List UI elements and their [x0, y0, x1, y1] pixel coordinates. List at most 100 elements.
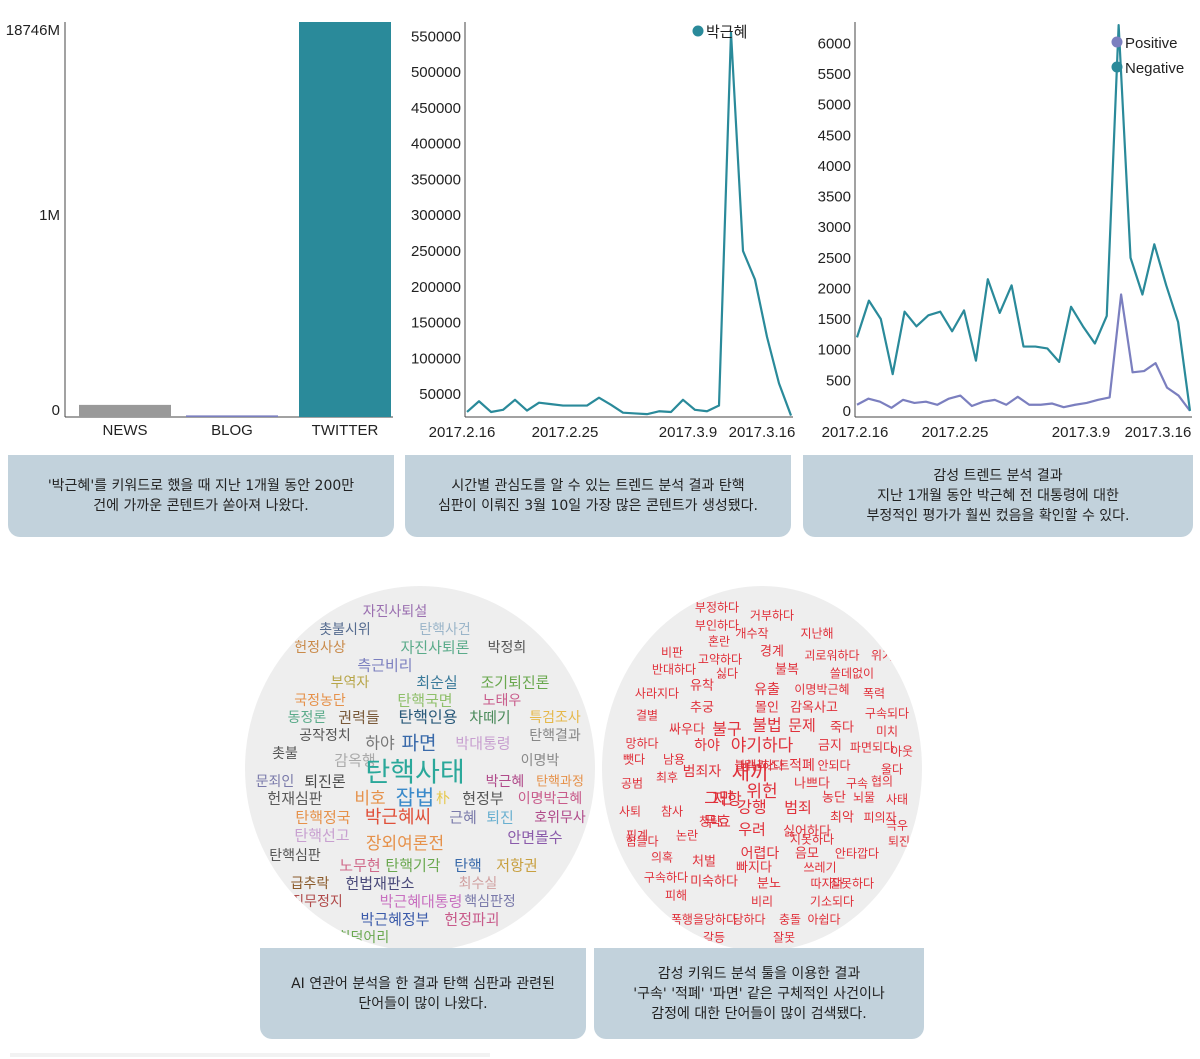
wordcloud-word: 탄핵국면 [397, 692, 452, 710]
wordcloud-word: 금지 [818, 739, 842, 754]
wordcloud-word: 탄핵기각 [385, 857, 440, 875]
wordcloud-word: 朴 [436, 791, 450, 807]
legend-label: 박근혜 [706, 24, 747, 41]
wordcloud-word: 당하다 [732, 913, 765, 927]
wordcloud-word: 분노 [757, 877, 781, 892]
wordcloud-word: 탄핵사태 [365, 758, 464, 789]
caption-text: 감성 키워드 분석 툴을 이용한 결과 '구속' '적폐' '파면' 같은 구체… [633, 965, 885, 1022]
legend-label: Negative [1125, 60, 1184, 77]
y-tick-label: 2000 [818, 280, 851, 297]
wordcloud-word: 피해 [665, 889, 687, 903]
wordcloud-word: 처벌 [692, 855, 716, 870]
wordcloud-word: 헌재심판 [267, 790, 322, 808]
caption-text: 시간별 관심도를 알 수 있는 트렌드 분석 결과 탄핵 심판이 이뤄진 3월 … [438, 478, 758, 514]
wordcloud-word: 적폐 [789, 758, 815, 774]
wordcloud-word: 구속하다 [644, 871, 688, 885]
wordcloud-word: 사태 [886, 793, 908, 807]
wordcloud-word: 공범 [621, 777, 643, 791]
wordcloud-word: 협의 [871, 775, 893, 789]
wordcloud-word: 조기퇴진론 [480, 674, 549, 692]
wordcloud-word: 뇌물 [853, 791, 875, 805]
y-tick-label: 1000 [818, 342, 851, 359]
y-tick-label: 350000 [411, 171, 461, 188]
line-chart-trend: 50000 100000 150000 200000 250000 300000 35000… [400, 0, 795, 445]
y-tick-label: 2500 [818, 250, 851, 267]
x-tick-label: TWITTER [312, 422, 379, 439]
wordcloud-word: 급추락 [291, 876, 330, 892]
y-tick-label: 300000 [411, 207, 461, 224]
wordcloud-word: 잘못하다 [830, 877, 874, 891]
y-tick-label: 550000 [411, 28, 461, 45]
wordcloud-word: 부역자 [331, 675, 370, 691]
x-tick-label: 2017.2.25 [922, 424, 989, 441]
wordcloud-word: 노태우 [483, 693, 522, 709]
x-tick-label: NEWS [103, 422, 148, 439]
caption-trend: 시간별 관심도를 알 수 있는 트렌드 분석 결과 탄핵 심판이 이뤄진 3월 … [405, 455, 791, 537]
wordcloud-word: 헌정파괴 [444, 911, 499, 929]
wordcloud-word: 탄핵사건 [419, 622, 471, 638]
wordcloud-word: 고약하다 [698, 652, 742, 667]
wordcloud-word: 감옥사고 [790, 701, 838, 716]
wordcloud-word: 박대통령 [455, 735, 510, 753]
wordcloud-word: 싫어하다 [783, 825, 831, 840]
wordcloud-word: 극우 [886, 819, 908, 833]
wordcloud-word: 농단 [822, 791, 846, 806]
wordcloud-word: 유출 [754, 682, 780, 698]
wordcloud-word: 탄핵결과 [529, 728, 581, 744]
legend-marker [692, 25, 704, 37]
wordcloud-word: 호위무사 [534, 810, 586, 826]
wordcloud-word: 안되다 [817, 759, 850, 773]
wordcloud-word: 박정희 [488, 640, 527, 656]
bar-news [79, 404, 171, 417]
series-line-negative [855, 23, 1192, 412]
wordcloud-word: 지못하다 [790, 833, 834, 847]
wordcloud-word: 저항 [712, 790, 742, 809]
wordcloud-word: 위기 [871, 649, 893, 663]
y-tick-label: 5500 [818, 66, 851, 83]
wordcloud-word: 핑계 [626, 829, 648, 843]
wordcloud-word: 유착 [690, 679, 714, 694]
wordcloud-word: 비판 [661, 646, 683, 660]
wordcloud-word: 탄핵선고 [294, 827, 349, 845]
caption-related-words: AI 연관어 분석을 한 결과 탄핵 심판과 관련된 단어들이 많이 나왔다. [260, 948, 586, 1039]
y-tick-label: 18746M [6, 22, 60, 39]
wordcloud-word: 청탁 [699, 815, 721, 829]
wordcloud-word: 하야 [694, 738, 720, 754]
wordcloud-word: 아쉽다 [807, 913, 840, 927]
wordcloud-word: 범죄자 [683, 764, 722, 780]
wordcloud-word: 우려 [738, 821, 766, 839]
wordcloud-word: 안면몰수 [507, 829, 562, 847]
line-chart-sentiment: 0 500 1000 1500 2000 2500 3000 3500 4000 4500 5000… [800, 0, 1200, 445]
bar-chart-svg: 18746M 1M 0 NEWS BLOG TWITTER [6, 22, 393, 439]
wordcloud-word: 파면 [402, 733, 437, 755]
caption-news-volume: '박근혜'를 키워드로 했을 때 지난 1개월 동안 200만 건에 가까운 콘… [8, 455, 394, 537]
wordcloud-word: 박근혜정부 [360, 911, 429, 929]
wordcloud-word: 문죄인 [256, 774, 295, 790]
wordcloud-word: 혼란 [708, 635, 730, 649]
wordcloud-word: 탄핵정국 [295, 809, 350, 827]
y-tick-label: 3000 [818, 219, 851, 236]
wordcloud-word: 음모 [795, 847, 819, 862]
x-tick-label: 2017.2.25 [532, 424, 599, 441]
wordcloud-word: 쓰레기 [803, 861, 836, 875]
caption-text: 감성 트렌드 분석 결과 지난 1개월 동안 박근혜 전 대통령에 대한 부정적… [866, 468, 1130, 524]
wordcloud-word: 불법 [752, 716, 781, 735]
y-tick-label: 4500 [818, 127, 851, 144]
legend-marker-negative [1111, 61, 1123, 73]
wordcloud-word: 충돌 [779, 913, 801, 927]
wordcloud-word: 쓸데없이 [830, 667, 874, 681]
wordcloud-word: 부정하다 [695, 601, 739, 615]
wordcloud-word: 불구 [712, 720, 741, 739]
y-tick-label: 500000 [411, 64, 461, 81]
wordcloud-word: 동정론 [288, 710, 327, 726]
y-tick-label: 6000 [818, 35, 851, 52]
wordcloud-word: 싫다 [716, 667, 738, 681]
wordcloud-word: 개수작 [735, 627, 768, 641]
wordcloud-word: 핵심판정 [464, 894, 516, 910]
wordcloud-word: 죽다 [830, 721, 854, 736]
bar-chart-channels: 18746M 1M 0 NEWS BLOG TWITTER [0, 0, 395, 445]
wordcloud-word: 박근혜 [486, 774, 525, 790]
wordcloud-word: 결별 [636, 709, 658, 723]
wordcloud-word: 헌법재판소 [345, 875, 414, 893]
wordcloud-related-words: 자진사퇴설 촛불시위 탄핵사건 헌정사상 자진사퇴론 박정희 측근비리 부역자 최순실 조기퇴진론… [245, 586, 595, 951]
